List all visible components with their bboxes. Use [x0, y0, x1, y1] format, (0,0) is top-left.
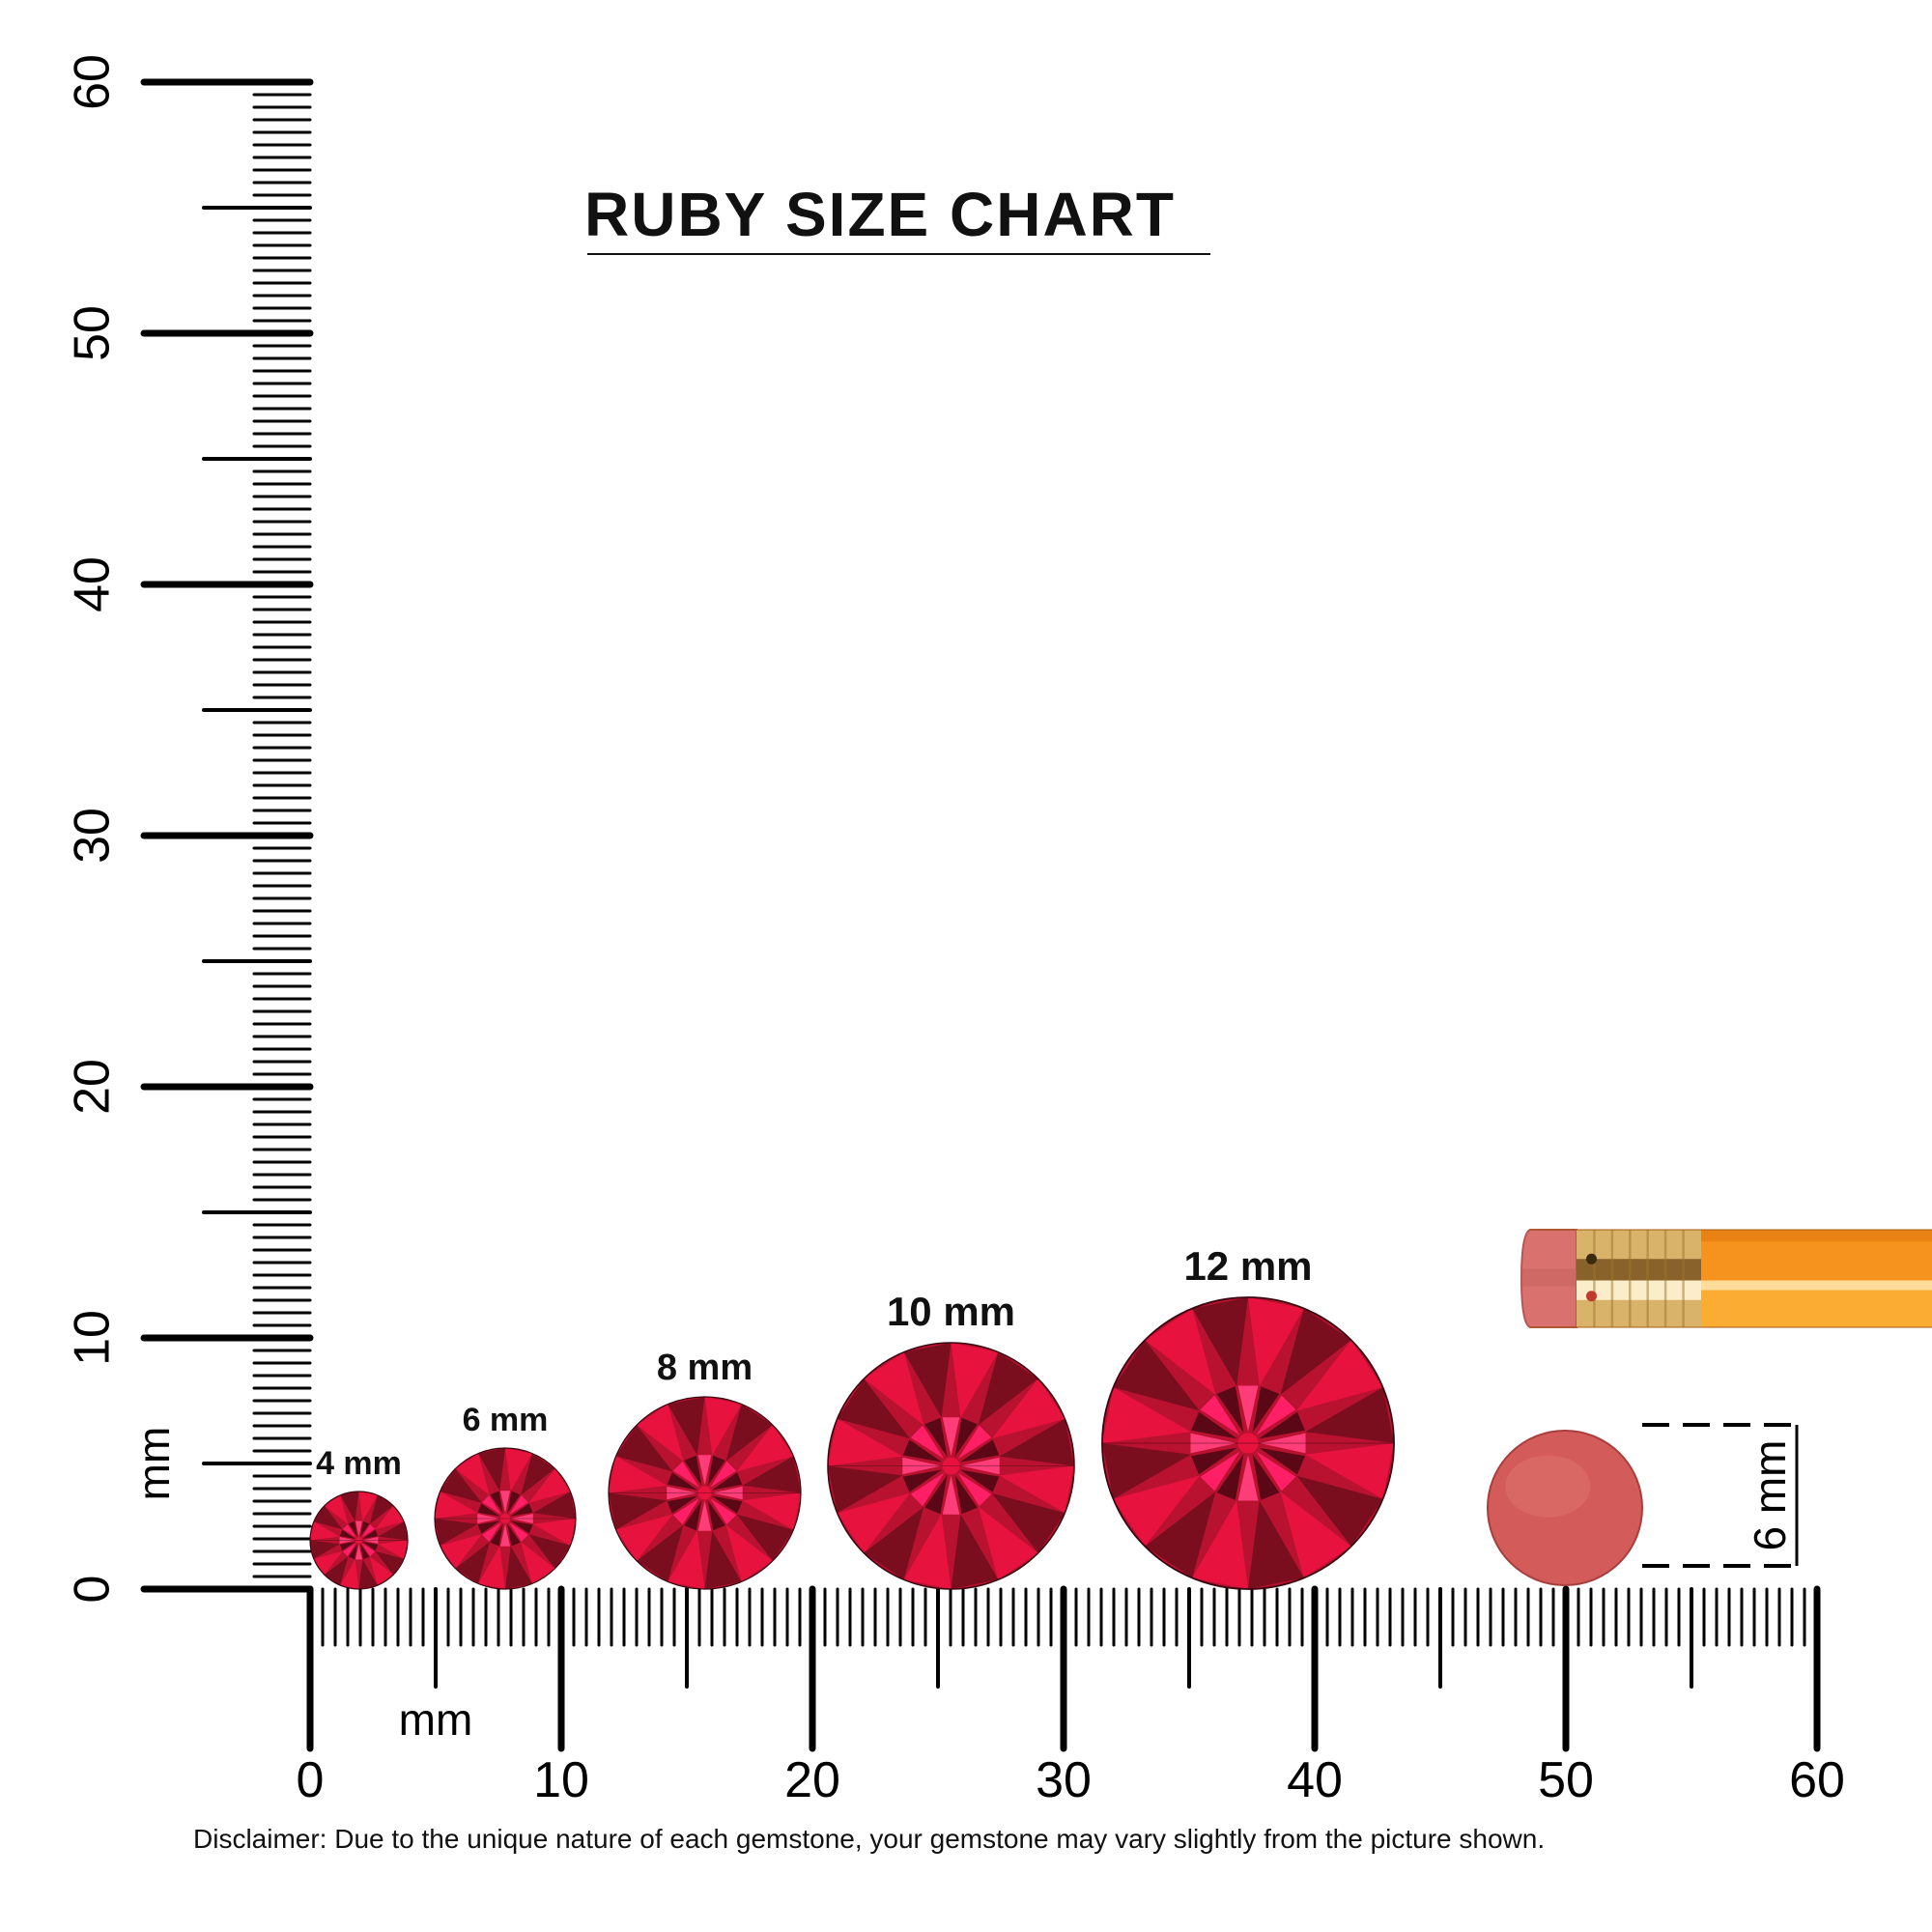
svg-text:4 mm: 4 mm [316, 1445, 402, 1482]
svg-text:0: 0 [297, 1752, 325, 1808]
svg-text:60: 60 [1789, 1752, 1845, 1808]
svg-text:50: 50 [65, 305, 121, 361]
svg-text:30: 30 [1036, 1752, 1092, 1808]
svg-text:10: 10 [533, 1752, 589, 1808]
svg-text:10 mm: 10 mm [887, 1289, 1015, 1334]
svg-text:20: 20 [784, 1752, 840, 1808]
svg-text:0: 0 [65, 1576, 121, 1604]
svg-text:10: 10 [65, 1310, 121, 1366]
svg-text:6 mm: 6 mm [1745, 1440, 1795, 1551]
svg-text:40: 40 [65, 556, 121, 612]
svg-text:8 mm: 8 mm [657, 1348, 753, 1388]
svg-text:mm: mm [128, 1427, 179, 1501]
svg-text:50: 50 [1538, 1752, 1594, 1808]
svg-text:mm: mm [399, 1694, 473, 1745]
svg-text:12 mm: 12 mm [1183, 1243, 1312, 1289]
svg-text:6 mm: 6 mm [463, 1402, 549, 1438]
svg-text:30: 30 [65, 808, 121, 864]
svg-text:20: 20 [65, 1059, 121, 1115]
svg-text:40: 40 [1287, 1752, 1343, 1808]
svg-text:60: 60 [65, 54, 121, 110]
